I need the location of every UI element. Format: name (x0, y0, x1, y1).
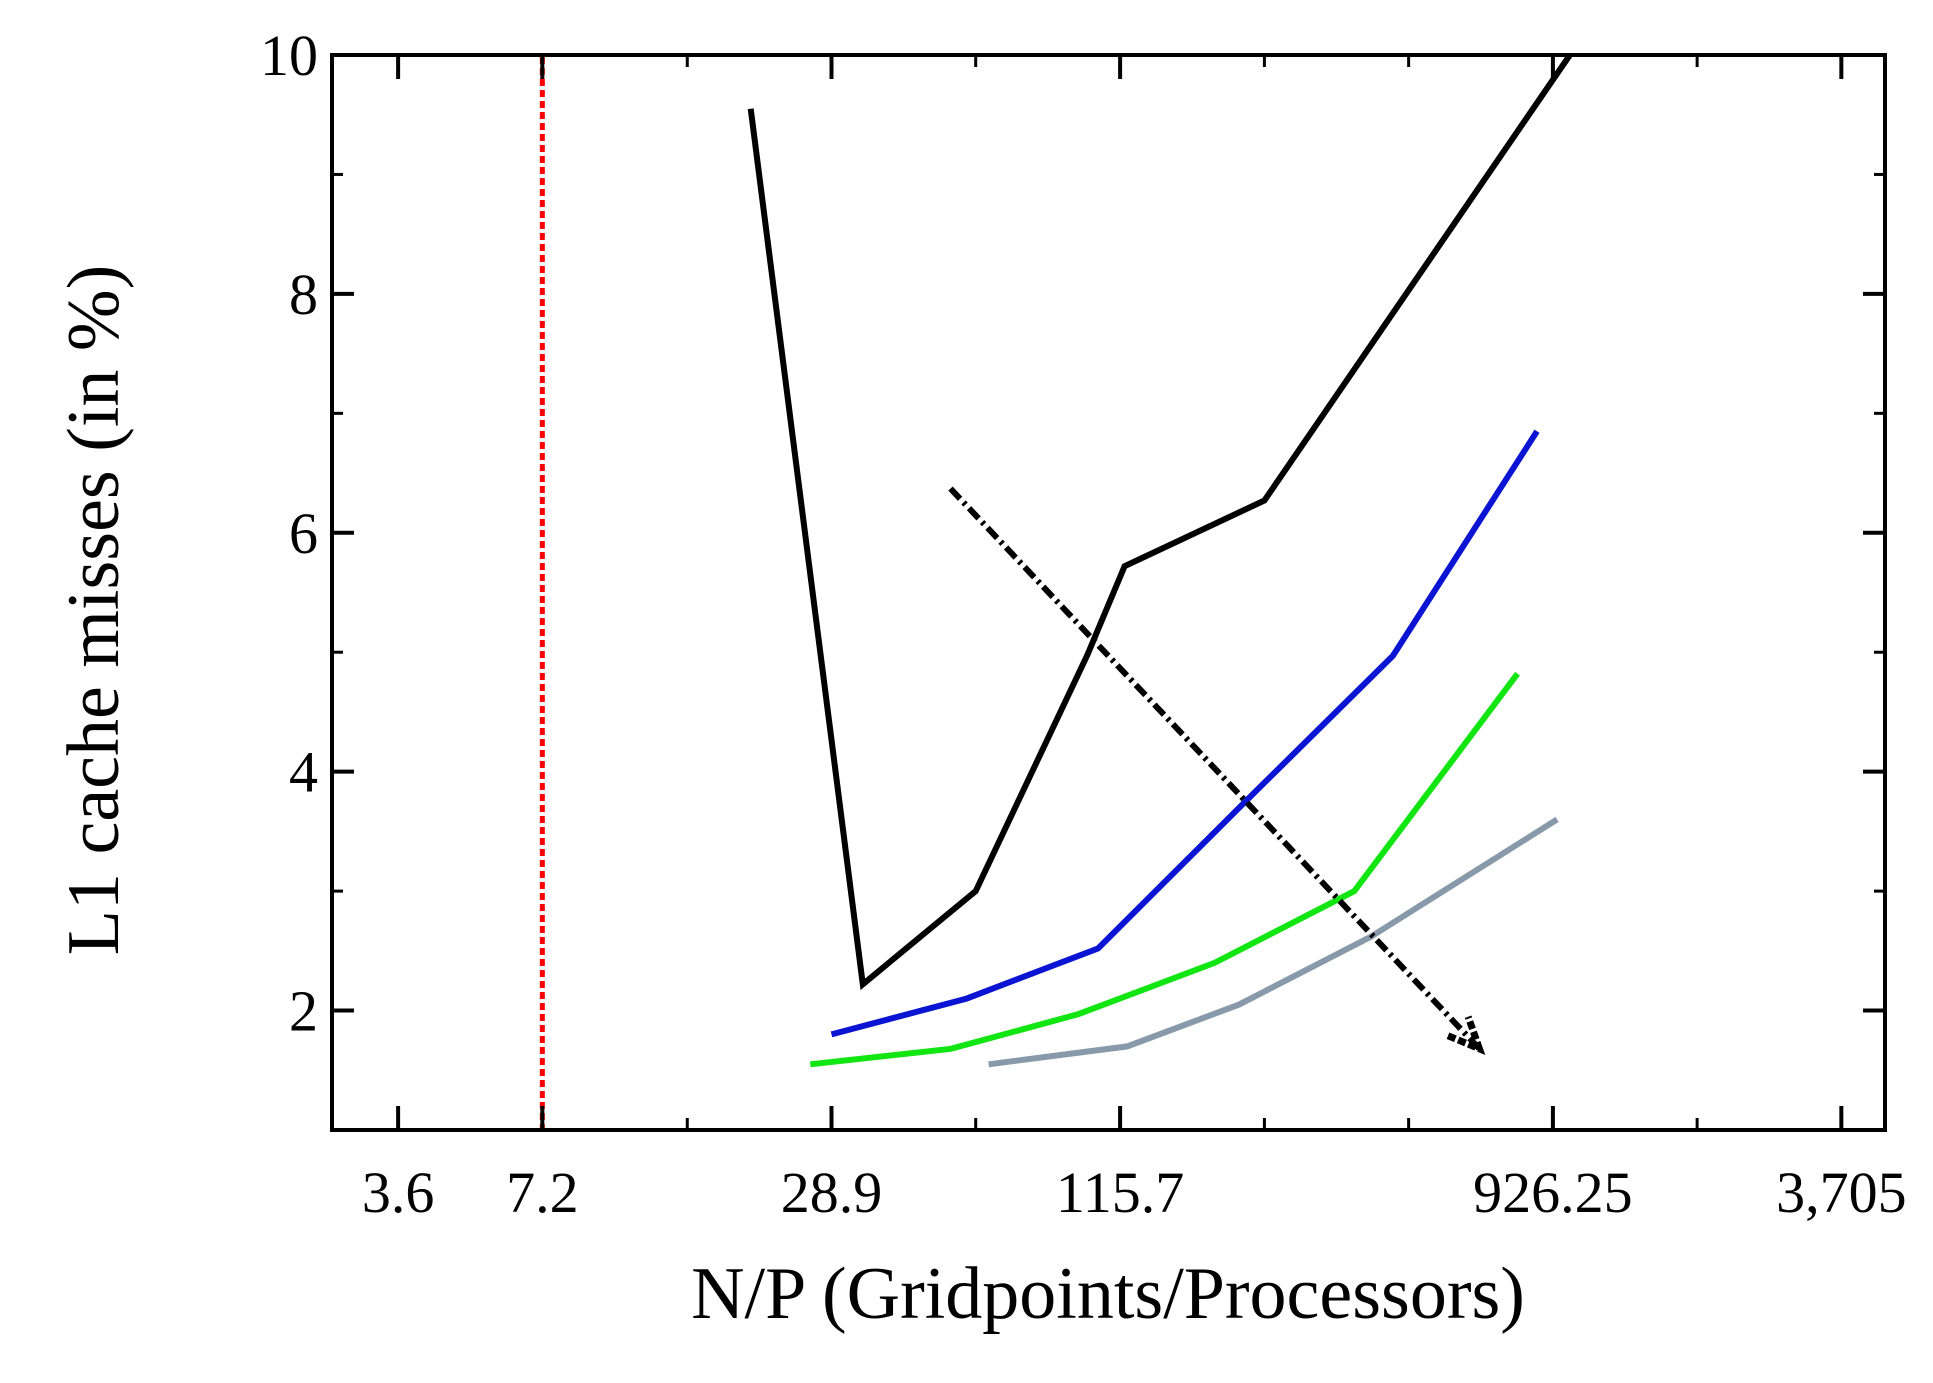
y-tick-label: 2 (289, 979, 318, 1044)
series-line-2 (830, 429, 1540, 1038)
x-tick-label: 926.25 (1473, 1160, 1633, 1225)
plot-frame (330, 53, 1887, 1132)
y-axis-title: L1 cache misses (in %) (53, 265, 135, 955)
x-tick-label: 7.2 (506, 1160, 579, 1225)
x-axis-title: N/P (Gridpoints/Processors) (691, 1253, 1525, 1335)
x-tick-label: 3.6 (362, 1160, 435, 1225)
series-line-3 (809, 671, 1520, 1068)
y-tick-label: 4 (289, 740, 318, 805)
y-tick-label: 8 (289, 262, 318, 327)
x-tick-label: 3,705 (1776, 1160, 1907, 1225)
series-line-1 (747, 53, 1573, 991)
trend-arrow-head (1446, 1015, 1486, 1056)
x-tick-label: 28.9 (781, 1160, 883, 1225)
x-tick-label: 115.7 (1056, 1160, 1184, 1225)
y-tick-label: 6 (289, 501, 318, 566)
y-tick-label: 10 (260, 23, 318, 88)
series-line-4 (988, 816, 1559, 1068)
trend-arrow-line (948, 486, 1482, 1051)
